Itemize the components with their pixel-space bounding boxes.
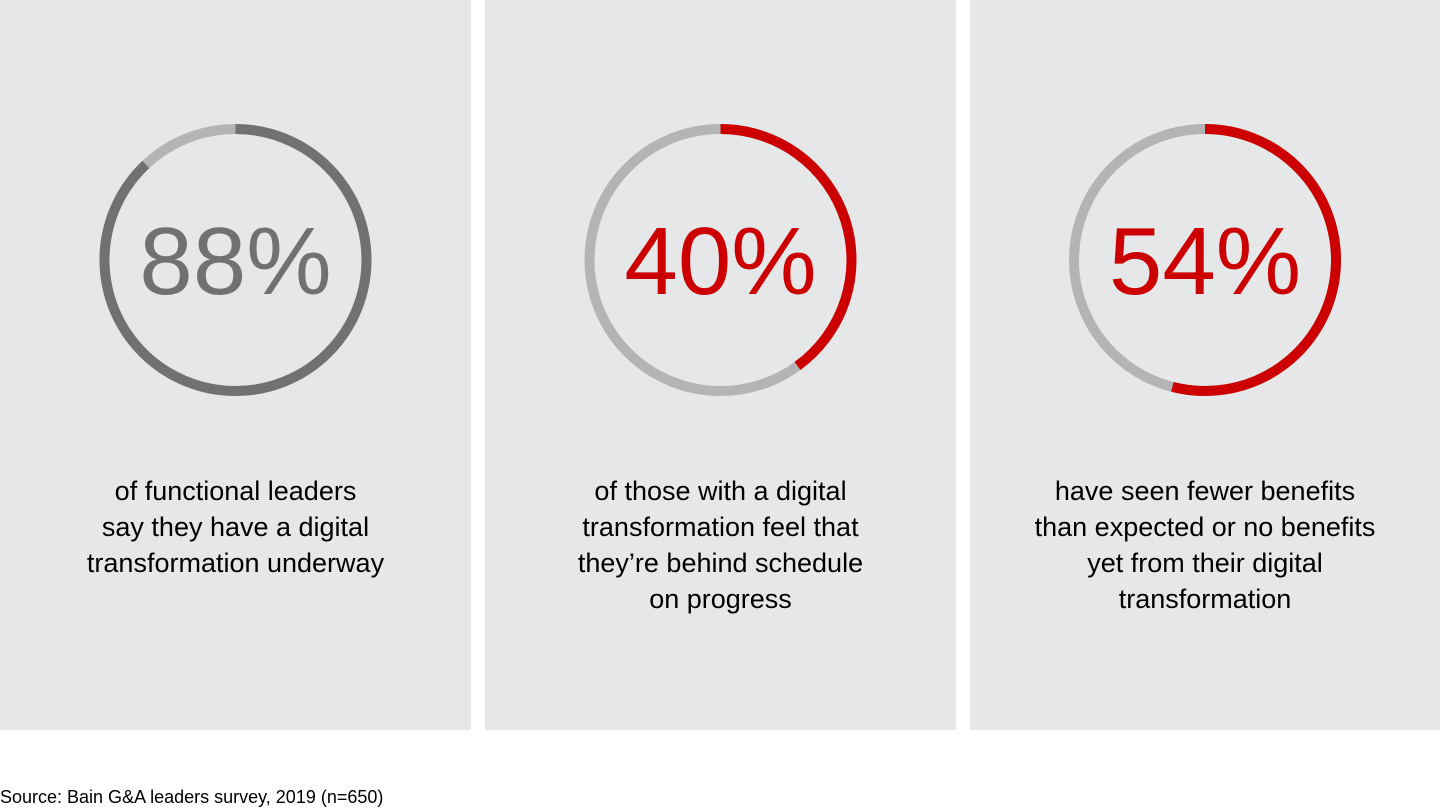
stat-panel-3: 54% have seen fewer benefits than expecte… [970,0,1440,730]
stat-panel-1: 88% of functional leaders say they have a… [0,0,471,730]
stat-value-3: 54% [1109,208,1301,315]
caption-3: have seen fewer benefits than expected or… [970,473,1440,617]
donut-ring-3: 54% [1069,124,1341,396]
caption-line: transformation [1118,584,1292,614]
stat-value-2: 40% [624,208,816,315]
caption-line: on progress [649,584,792,614]
ring-value-arc-2 [720,124,857,371]
caption-line: than expected or no benefits [1034,512,1376,542]
source-note: Source: Bain G&A leaders survey, 2019 (n… [0,787,384,807]
caption-line: transformation underway [86,548,385,578]
caption-line: they’re behind schedule [577,548,864,578]
caption-line: of those with a digital [594,476,847,506]
stat-value-1: 88% [139,208,331,315]
caption-line: say they have a digital [101,512,370,542]
ring-value-arc-1 [99,124,372,396]
caption-line: have seen fewer benefits [1054,476,1356,506]
caption-line: of functional leaders [114,476,357,506]
donut-ring-1: 88% [99,124,372,396]
caption-line: yet from their digital [1087,548,1323,578]
ring-value-arc-3 [1171,124,1341,396]
caption-1: of functional leaders say they have a dig… [0,473,471,581]
stat-panel-2: 40% of those with a digital transformatio… [485,0,956,730]
donut-ring-2: 40% [584,124,857,396]
caption-line: transformation feel that [582,512,859,542]
caption-2: of those with a digital transformation fe… [485,473,956,617]
